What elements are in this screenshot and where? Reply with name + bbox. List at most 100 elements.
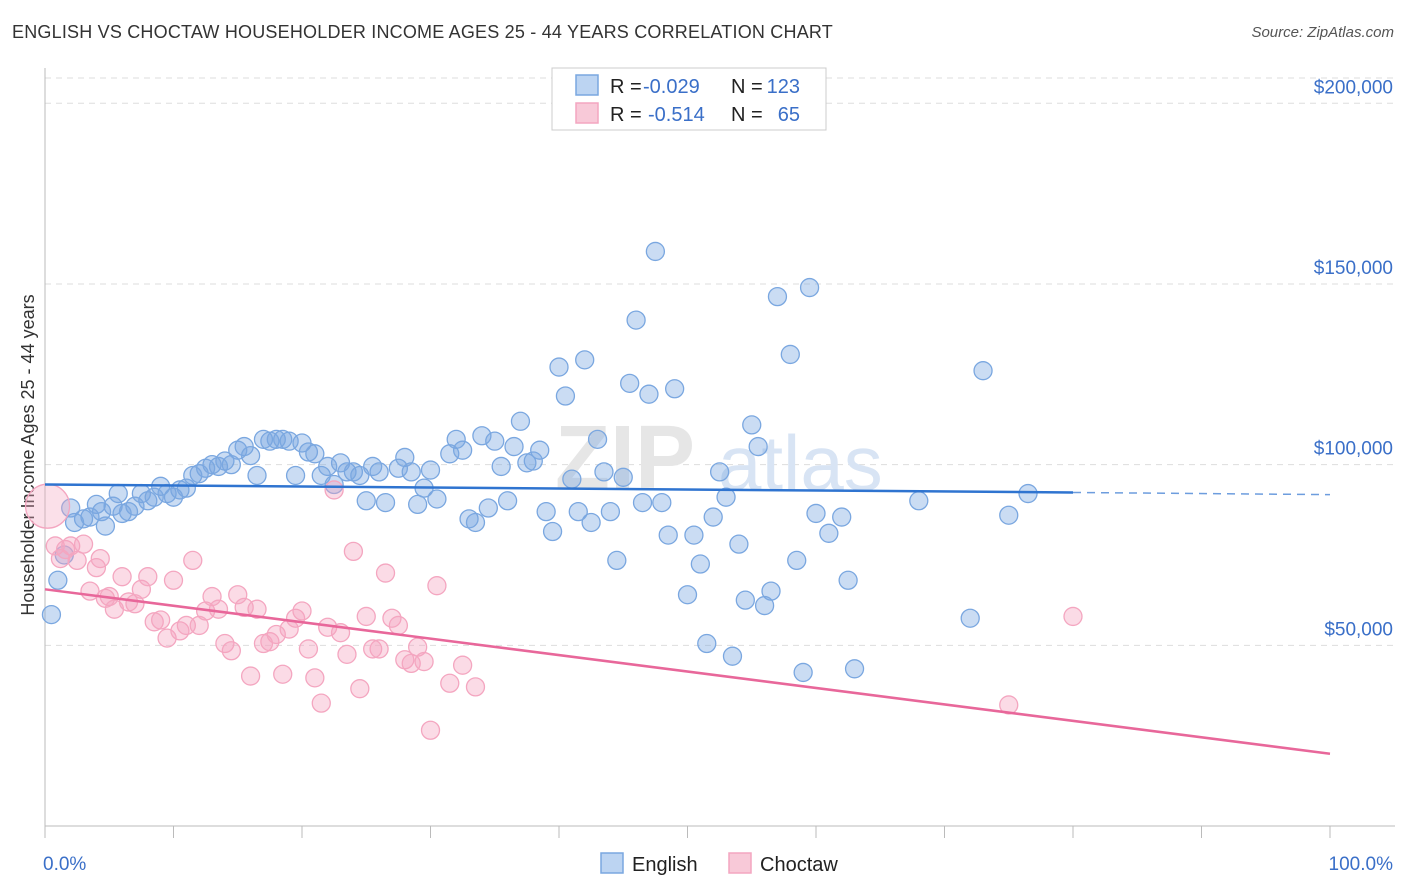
english-point — [832, 507, 852, 527]
choctaw-point — [240, 666, 261, 686]
english-point — [581, 512, 601, 533]
english-point — [742, 415, 762, 435]
english-point — [819, 523, 839, 543]
english-point — [91, 501, 112, 522]
x-tick-label-0: 0.0% — [43, 854, 86, 875]
trend-lines — [44, 483, 1331, 755]
english-point — [665, 379, 685, 399]
english-point — [523, 451, 543, 471]
choctaw-point — [90, 548, 110, 569]
english-point — [999, 505, 1019, 525]
x-tick-label-1: 100.0% — [1329, 854, 1394, 875]
english-point — [645, 241, 666, 262]
english-point — [446, 429, 466, 450]
english-point — [61, 498, 81, 518]
english-point — [48, 570, 68, 590]
english-point — [787, 550, 807, 571]
stats-n-value-choctaw: 65 — [778, 104, 800, 126]
english-point — [568, 501, 588, 522]
english-point — [748, 436, 768, 457]
choctaw-point — [292, 601, 312, 621]
english-point — [973, 361, 993, 381]
english-point — [735, 590, 755, 610]
english-point — [575, 350, 595, 370]
english-point — [247, 465, 267, 486]
x-tick-labels: 0.0% 100.0% — [43, 854, 1393, 875]
choctaw-point — [50, 548, 71, 569]
english-point — [305, 444, 325, 464]
english-point — [562, 469, 582, 489]
english-point — [420, 460, 441, 480]
y-tick-label-1: $100,000 — [1314, 439, 1393, 460]
choctaw-point — [420, 720, 441, 740]
choctaw-point — [163, 570, 184, 590]
choctaw-point — [298, 639, 319, 659]
choctaw-point — [208, 599, 229, 619]
stats-r-value-english: -0.029 — [643, 76, 700, 98]
english-point — [652, 492, 672, 513]
english-point — [838, 570, 858, 590]
english-point — [632, 492, 653, 513]
choctaw-point — [138, 567, 158, 587]
choctaw-point — [382, 608, 402, 628]
english-point — [497, 491, 518, 511]
choctaw-point — [414, 651, 434, 672]
english-point — [1018, 483, 1038, 504]
watermark-zip: ZIP — [555, 408, 695, 508]
choctaw-point — [67, 550, 87, 571]
choctaw-point — [45, 536, 65, 556]
english-point — [401, 462, 421, 482]
english-point — [600, 501, 621, 522]
choctaw-point — [24, 483, 71, 529]
choctaw-point — [215, 633, 235, 654]
english-point — [960, 608, 980, 628]
english-point — [799, 277, 820, 298]
stats-n-value-english: 123 — [767, 76, 800, 98]
choctaw-point — [247, 599, 267, 619]
stats-r-label-english: R = — [610, 76, 642, 98]
stats-n-label-english: N = — [731, 76, 763, 98]
english-point — [639, 384, 659, 404]
legend-label-choctaw: Choctaw — [760, 854, 838, 876]
english-point — [452, 440, 473, 460]
stats-r-value-choctaw: -0.514 — [648, 104, 705, 126]
english-point — [478, 498, 498, 518]
choctaw-point — [343, 541, 364, 562]
stats-legend-swatch-english — [575, 74, 599, 96]
y-tick-label-2: $150,000 — [1314, 258, 1393, 279]
series-points — [24, 241, 1083, 740]
chart-source: Source: ZipAtlas.com — [1251, 24, 1394, 41]
choctaw-trend-line — [44, 588, 1331, 755]
english-point — [844, 659, 865, 679]
english-point — [909, 491, 929, 511]
choctaw-point — [369, 639, 389, 659]
choctaw-point — [311, 693, 331, 713]
legend-swatch-choctaw — [728, 852, 752, 874]
english-point — [658, 525, 678, 545]
legend-swatch-english — [600, 852, 624, 874]
legend-label-english: English — [632, 854, 698, 876]
stats-legend: R = -0.029 N = 123 R = -0.514 N = 65 — [551, 67, 827, 131]
english-point — [465, 512, 486, 533]
choctaw-point — [427, 576, 447, 596]
english-point — [491, 456, 511, 477]
english-point — [607, 550, 627, 571]
choctaw-point — [356, 606, 376, 627]
english-point — [407, 494, 428, 515]
english-point — [767, 286, 788, 307]
english-point — [677, 585, 698, 605]
english-point — [780, 344, 800, 365]
english-point — [806, 503, 826, 524]
choctaw-point — [337, 644, 357, 665]
english-point — [427, 489, 447, 509]
english-point — [41, 604, 62, 625]
english-point — [369, 462, 389, 482]
choctaw-point — [150, 610, 171, 630]
english-point — [626, 310, 646, 330]
english-trend-line — [44, 483, 1074, 494]
choctaw-point — [221, 641, 241, 661]
choctaw-point — [273, 664, 293, 684]
english-point — [793, 662, 813, 683]
english-point — [356, 491, 376, 511]
english-point — [375, 492, 396, 513]
